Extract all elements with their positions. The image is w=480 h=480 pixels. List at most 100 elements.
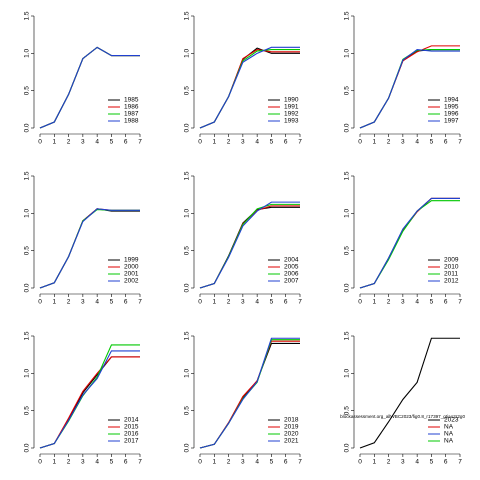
y-tick-label: 1.0 [24,368,31,377]
y-tick-label: 1.0 [24,48,31,57]
y-tick-label: 1.5 [184,171,191,180]
y-tick-label: 0.5 [344,246,351,255]
x-tick-label: 4 [255,459,259,466]
x-tick-label: 7 [458,299,462,306]
x-tick-label: 7 [458,139,462,146]
legend-label: 1994 [444,97,459,104]
x-tick-label: 5 [430,139,434,146]
legend-label: 1993 [284,118,299,125]
x-tick-label: 1 [372,459,376,466]
legend-label: 2020 [284,431,299,438]
legend-label: 1986 [124,104,139,111]
y-tick-label: 0.5 [24,246,31,255]
legend-label: 2018 [284,417,299,424]
legend-label: 2010 [444,264,459,271]
x-tick-label: 6 [124,299,128,306]
legend-label: 2007 [284,278,299,285]
y-tick-label: 0.0 [24,443,31,452]
x-tick-label: 6 [444,139,448,146]
legend-label: 1995 [444,104,459,111]
y-tick-label: 0.5 [184,246,191,255]
y-tick-label: 0.5 [24,406,31,415]
y-tick-label: 0.5 [184,86,191,95]
legend-label: 2017 [124,438,139,445]
legend-label: 2014 [124,417,139,424]
legend-label: 1991 [284,104,299,111]
x-tick-label: 2 [67,139,71,146]
legend-label: 1990 [284,97,299,104]
x-tick-label: 2 [227,459,231,466]
x-tick-label: 6 [444,459,448,466]
legend-label: 1992 [284,111,299,118]
y-tick-label: 0.0 [24,123,31,132]
legend-label: 2021 [284,438,299,445]
legend-label: NA [444,424,454,431]
legend-label: 2001 [124,271,139,278]
x-tick-label: 7 [138,459,142,466]
legend-label: 2012 [444,278,459,285]
y-tick-label: 0.0 [184,123,191,132]
y-tick-label: 1.0 [24,208,31,217]
x-tick-label: 7 [298,139,302,146]
legend-label: NA [444,438,454,445]
x-tick-label: 0 [358,139,362,146]
x-tick-label: 7 [138,139,142,146]
y-tick-label: 1.5 [24,11,31,20]
x-tick-label: 0 [358,299,362,306]
x-tick-label: 7 [298,299,302,306]
series-line [359,337,460,449]
legend-label: 2009 [444,257,459,264]
x-tick-label: 1 [52,299,56,306]
y-tick-label: 0.0 [344,283,351,292]
x-tick-label: 0 [38,459,42,466]
y-tick-label: 1.0 [184,208,191,217]
series-line [199,337,300,449]
y-tick-label: 0.5 [344,86,351,95]
x-tick-label: 4 [255,139,259,146]
x-tick-label: 3 [401,299,405,306]
legend-label: 1988 [124,118,139,125]
legend-label: 2016 [124,431,139,438]
y-tick-label: 0.5 [24,86,31,95]
legend-label: 1999 [124,257,139,264]
y-tick-label: 1.5 [344,171,351,180]
annotation: blockassessment.org_allWBC2023/fig0.8_r1… [340,414,465,419]
x-tick-label: 4 [95,139,99,146]
y-tick-label: 0.0 [184,443,191,452]
x-tick-label: 6 [444,299,448,306]
x-tick-label: 6 [124,459,128,466]
x-tick-label: 4 [95,299,99,306]
x-tick-label: 5 [270,459,274,466]
x-tick-label: 7 [298,459,302,466]
y-tick-label: 1.5 [24,331,31,340]
x-tick-label: 5 [110,299,114,306]
x-tick-label: 6 [284,139,288,146]
y-tick-label: 1.0 [344,48,351,57]
x-tick-label: 5 [270,299,274,306]
x-tick-label: 5 [430,299,434,306]
x-tick-label: 0 [358,459,362,466]
y-tick-label: 1.5 [184,331,191,340]
legend-label: 2000 [124,264,139,271]
y-tick-label: 1.0 [344,208,351,217]
legend-label: 2011 [444,271,458,278]
x-tick-label: 3 [401,459,405,466]
x-tick-label: 4 [95,459,99,466]
legend-label: 2015 [124,424,139,431]
series-line [359,49,460,129]
legend-label: 1985 [124,97,139,104]
x-tick-label: 1 [212,139,216,146]
x-tick-label: 1 [372,139,376,146]
legend-label: 2019 [284,424,299,431]
series-line [39,208,140,289]
x-tick-label: 5 [270,139,274,146]
legend-label: 2002 [124,278,139,285]
x-tick-label: 6 [284,299,288,306]
y-tick-label: 0.0 [24,283,31,292]
y-tick-label: 0.5 [184,406,191,415]
x-tick-label: 0 [198,459,202,466]
y-tick-label: 1.5 [184,11,191,20]
x-tick-label: 2 [387,459,391,466]
x-tick-label: 4 [415,299,419,306]
